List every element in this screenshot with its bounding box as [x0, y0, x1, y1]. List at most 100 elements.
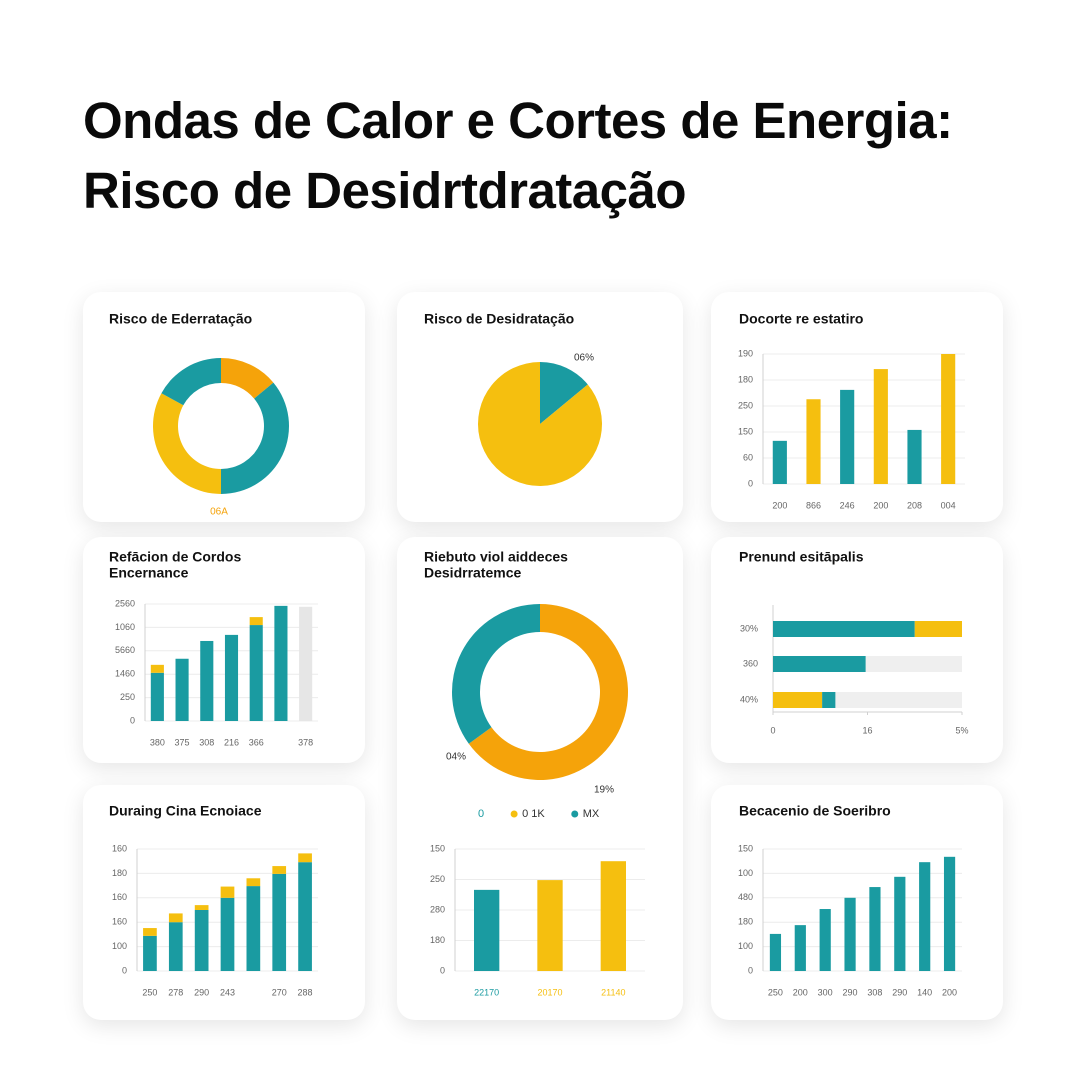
title-line: Ondas de Calor e Cortes de Energia:: [83, 92, 953, 149]
y-tick-label: 180: [112, 868, 127, 878]
x-tick-label: 200: [873, 500, 888, 510]
x-tick-label: 366: [249, 737, 264, 747]
x-tick-label: 866: [806, 500, 821, 510]
card-title: Docorte re estatiro: [739, 311, 863, 327]
bar: [272, 866, 287, 874]
x-tick-label: 200: [942, 987, 957, 997]
bar: [794, 925, 806, 971]
bar-segment: [773, 621, 915, 637]
x-tick-label: 21140: [601, 987, 625, 997]
x-tick-label: 250: [142, 987, 157, 997]
x-tick-label: 208: [907, 500, 922, 510]
bar: [943, 856, 956, 971]
card-title: Duraing Cina Ecnoiace: [109, 803, 262, 819]
y-tick-label: 150: [738, 426, 753, 436]
x-tick-label: 243: [220, 987, 235, 997]
x-tick-label: 0: [770, 725, 775, 735]
y-tick-label: 0: [440, 965, 445, 975]
y-tick-label: 160: [112, 892, 127, 902]
y-tick-label: 250: [430, 874, 445, 884]
y-tick-label: 5660: [115, 645, 135, 655]
y-tick-label: 360: [743, 658, 758, 668]
card-title: Desidrratemce: [424, 565, 521, 581]
legend-label: 0 1K: [522, 808, 545, 820]
x-tick-label: 375: [175, 737, 190, 747]
y-tick-label: 190: [738, 348, 753, 358]
donut-segment: [468, 604, 628, 780]
x-tick-label: 004: [941, 500, 956, 510]
x-tick-label: 378: [298, 737, 313, 747]
x-tick-label: 380: [150, 737, 165, 747]
bar: [537, 880, 563, 971]
bar: [168, 913, 183, 923]
y-tick-label: 150: [738, 843, 753, 853]
y-tick-label: 2560: [115, 598, 135, 608]
bar: [143, 935, 157, 971]
bar: [941, 354, 956, 484]
bar: [246, 886, 261, 971]
bar: [299, 606, 313, 721]
y-tick-label: 100: [112, 941, 127, 951]
card-title: Risco de Desidratação: [424, 311, 574, 327]
x-tick-label: 20170: [537, 987, 562, 997]
bar: [769, 933, 782, 971]
card-title: Prenund esitāpalis: [739, 549, 864, 565]
y-tick-label: 150: [430, 843, 445, 853]
donut-segment: [161, 358, 221, 406]
y-tick-label: 160: [112, 843, 127, 853]
x-tick-label: 22170: [474, 987, 499, 997]
y-tick-label: 0: [748, 478, 753, 488]
y-tick-label: 1460: [115, 669, 135, 679]
bar: [194, 910, 209, 971]
bar: [249, 625, 263, 721]
card: [711, 537, 1003, 763]
bar: [175, 658, 189, 721]
x-tick-label: 300: [818, 987, 833, 997]
bar-segment: [914, 621, 962, 637]
y-tick-label: 180: [738, 374, 753, 384]
donut-segment: [452, 604, 540, 744]
bar: [869, 887, 881, 971]
y-tick-label: 0: [122, 965, 127, 975]
legend-marker: [571, 810, 579, 818]
y-tick-label: 250: [120, 692, 135, 702]
bar: [600, 861, 626, 971]
bar: [772, 440, 787, 484]
card-title: Refācion de Cordos: [109, 549, 241, 565]
y-tick-label: 60: [743, 452, 753, 462]
bar: [168, 922, 183, 971]
donut-segment: [221, 358, 274, 399]
bar: [819, 909, 831, 971]
y-tick-label: 180: [738, 917, 753, 927]
y-tick-label: 480: [738, 892, 753, 902]
card-title: Becacenio de Soeribro: [739, 803, 891, 819]
card-title: Risco de Ederratação: [109, 311, 252, 327]
legend-label: 0: [478, 808, 484, 820]
pie-slice: [478, 362, 603, 486]
x-tick-label: 290: [892, 987, 907, 997]
bar: [919, 862, 931, 971]
annotation: 06A: [210, 507, 228, 518]
card-title: Encernance: [109, 565, 189, 581]
pie-slice: [540, 362, 588, 424]
y-tick-label: 100: [738, 941, 753, 951]
x-tick-label: 16: [862, 725, 872, 735]
bar: [246, 878, 261, 887]
bar: [806, 399, 821, 484]
bar: [840, 389, 855, 484]
bar: [194, 905, 209, 910]
x-tick-label: 250: [768, 987, 783, 997]
y-tick-label: 160: [112, 917, 127, 927]
legend-label: MX: [583, 808, 600, 820]
bar-segment: [773, 692, 823, 708]
x-tick-label: 270: [272, 987, 287, 997]
annotation: 19%: [594, 785, 614, 796]
bar: [200, 640, 214, 721]
x-tick-label: 200: [772, 500, 787, 510]
annotation: 06%: [574, 353, 594, 364]
bar: [143, 928, 157, 936]
bar: [474, 889, 500, 971]
bar: [150, 664, 164, 673]
y-tick-label: 280: [430, 904, 445, 914]
